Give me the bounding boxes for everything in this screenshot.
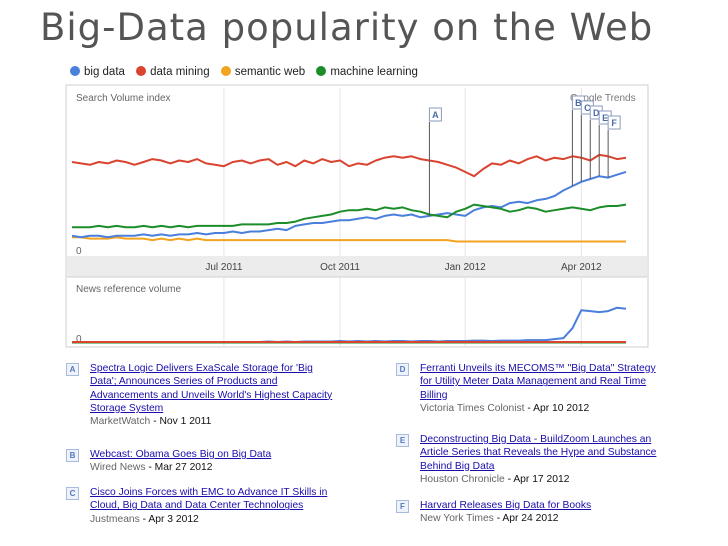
search-lines [71, 153, 627, 243]
x-tick-label: Apr 2012 [561, 262, 602, 273]
legend-label: semantic web [234, 66, 306, 78]
x-axis-band [67, 256, 647, 277]
news-zero-label: 0 [76, 334, 82, 345]
news-date: Apr 24 2012 [502, 513, 559, 525]
news-badge[interactable]: F [396, 500, 409, 513]
flag-letter: A [432, 110, 439, 120]
slide-title: Big-Data popularity on the Web [40, 6, 654, 49]
news-source: MarketWatch [90, 416, 151, 428]
legend-item-big-data[interactable]: big data [70, 66, 125, 78]
legend-item-machine-learning[interactable]: machine learning [316, 66, 418, 78]
news-badge[interactable]: A [66, 363, 79, 376]
series-line-big-data [71, 170, 627, 239]
news-headline-link[interactable]: Ferranti Unveils its MECOMS™ "Big Data" … [420, 363, 656, 401]
news-badge[interactable]: D [396, 363, 409, 376]
news-source: Houston Chronicle [420, 473, 505, 485]
news-item: B Webcast: Obama Goes Big on Big Data Wire… [66, 448, 336, 475]
legend-dot-icon [70, 66, 80, 76]
x-tick-labels: Jul 2011 Oct 2011 Jan 2012 Apr 2012 [205, 262, 602, 273]
news-badge[interactable]: B [66, 449, 79, 462]
series-line-data-mining [71, 153, 627, 178]
flag-letter: D [593, 108, 600, 118]
news-source: Justmeans [90, 513, 140, 525]
news-headline-link[interactable]: Harvard Releases Big Data for Books [420, 500, 592, 511]
legend-label: big data [84, 66, 125, 78]
news-source: New York Times [420, 513, 494, 525]
news-source: Wired News [90, 462, 146, 474]
flag-letter: C [584, 103, 591, 113]
series-line-semantic-web [72, 236, 626, 243]
flag-letter: B [575, 98, 582, 108]
news-item: A Spectra Logic Delivers ExaScale Storage… [66, 362, 336, 428]
news-source: Victoria Times Colonist [420, 402, 525, 414]
news-grid [223, 278, 582, 346]
legend-item-data-mining[interactable]: data mining [136, 66, 210, 78]
news-date: Mar 27 2012 [154, 462, 213, 474]
search-zero-label: 0 [76, 246, 82, 257]
news-headline-link[interactable]: Webcast: Obama Goes Big on Big Data [90, 449, 272, 460]
trends-chart: Search Volume index Google Trends 0 News… [65, 84, 649, 348]
news-item: F Harvard Releases Big Data for Books New … [396, 499, 666, 526]
legend-label: machine learning [330, 66, 418, 78]
legend-dot-icon [220, 66, 231, 76]
flag-letter: F [611, 118, 617, 128]
flag-box[interactable] [607, 115, 621, 130]
annotation-flags: A B C D E F [428, 95, 621, 216]
x-tick-label: Jul 2011 [205, 262, 243, 273]
x-tick-label: Jan 2012 [445, 262, 487, 273]
series-line-machine-learning [72, 203, 627, 229]
news-volume-label: News reference volume [76, 284, 181, 295]
news-date: Nov 1 2011 [159, 416, 212, 428]
news-headline-link[interactable]: Cisco Joins Forces with EMC to Advance I… [90, 487, 328, 512]
news-date: Apr 10 2012 [533, 402, 590, 414]
x-tick-label: Oct 2011 [320, 262, 360, 273]
legend-item-semantic-web[interactable]: semantic web [220, 66, 306, 78]
news-list: A Spectra Logic Delivers ExaScale Storage… [66, 362, 666, 542]
news-lines [72, 306, 627, 344]
news-item: C Cisco Joins Forces with EMC to Advance … [66, 486, 336, 526]
news-badge[interactable]: E [396, 434, 409, 447]
search-panel-frame [65, 84, 649, 348]
news-badge[interactable]: C [66, 487, 79, 500]
legend-dot-icon [316, 66, 327, 76]
watermark-label: Google Trends [570, 93, 636, 104]
chart-legend: big data data mining semantic web machin… [70, 66, 426, 78]
news-date: Apr 3 2012 [148, 513, 199, 525]
news-item: D Ferranti Unveils its MECOMS™ "Big Data"… [396, 362, 666, 415]
news-item: E Deconstructing Big Data - BuildZoom Lau… [396, 433, 666, 486]
flag-box[interactable] [428, 107, 442, 122]
news-headline-link[interactable]: Spectra Logic Delivers ExaScale Storage … [90, 363, 333, 414]
search-volume-label: Search Volume index [76, 93, 171, 104]
legend-label: data mining [150, 66, 210, 78]
news-headline-link[interactable]: Deconstructing Big Data - BuildZoom Laun… [420, 434, 657, 472]
news-date: Apr 17 2012 [513, 473, 570, 485]
legend-dot-icon [136, 66, 147, 76]
flag-letter: E [602, 113, 608, 123]
